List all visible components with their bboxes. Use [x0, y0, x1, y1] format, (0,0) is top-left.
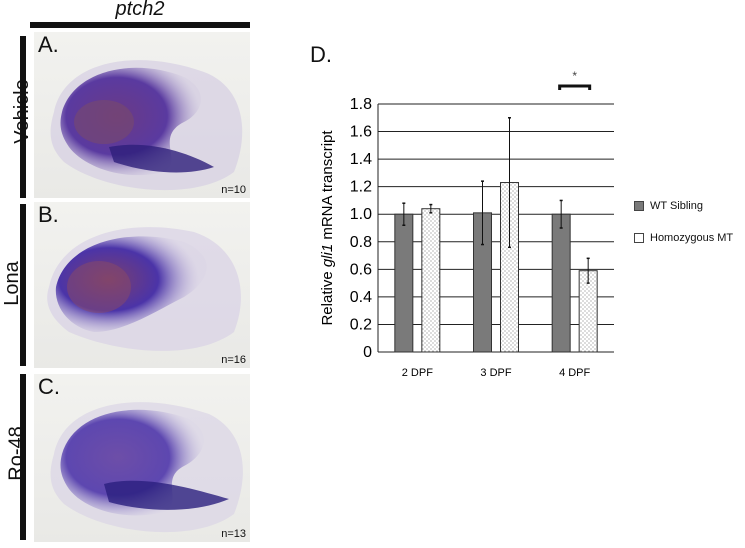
y-tick-label: 0.6: [350, 261, 372, 278]
panel-a-side-label: Vehicle: [10, 79, 33, 144]
embryo-c-illustration: [50, 402, 243, 533]
panel-c-n: n=13: [221, 528, 246, 540]
legend-item-mt: Homozygous MT: [634, 232, 744, 244]
y-tick-label: 0.4: [350, 289, 372, 306]
y-tick-label: 0.8: [350, 234, 372, 251]
panel-b-side-label: Lona: [0, 261, 23, 306]
panel-c-image: C. n=13: [34, 374, 250, 542]
significance-bracket: [558, 84, 592, 90]
y-axis-label: Relative gli1 mRNA transcript: [319, 130, 336, 326]
legend-item-wt: WT Sibling: [634, 200, 744, 212]
y-tick-label: 1.8: [350, 96, 372, 113]
legend-label-wt: WT Sibling: [650, 200, 703, 212]
gli1-bar-chart: 0 0.2 0.4 0.6 0.8 1.0 1.2 1.4 1.6 1.8 Relative gli…: [319, 69, 614, 379]
panel-a-letter: A.: [38, 32, 59, 57]
panel-a-n: n=10: [221, 184, 246, 196]
y-tick-label: 0: [363, 344, 372, 361]
title-bar: [30, 22, 250, 28]
x-tick-label: 4 DPF: [559, 367, 590, 379]
legend-label-mt: Homozygous MT: [650, 232, 734, 244]
panel-d: D. 0 0.2 0.4 0.6 0.8 1.0 1.2 1.4 1.6 1.8 Relative …: [300, 30, 745, 543]
bar-wt: [394, 213, 414, 353]
y-tick-label: 1.4: [350, 151, 372, 168]
panel-a-image: A. n=10: [34, 32, 250, 198]
panel-c-bar: [20, 374, 26, 540]
gene-title: ptch2: [115, 0, 165, 20]
significance-star: *: [572, 69, 577, 83]
embryo-b-illustration: [47, 227, 241, 351]
panel-b-n: n=16: [221, 354, 246, 366]
panel-b-image: B. n=16: [34, 202, 250, 368]
panel-b-bar: [20, 204, 26, 366]
bar-mt: [421, 208, 441, 353]
panel-c-side-label: Ro-48: [5, 426, 28, 481]
panel-c-letter: C.: [38, 374, 60, 399]
x-tick-label: 2 DPF: [402, 367, 433, 379]
bar-wt: [551, 213, 571, 353]
x-tick-label: 3 DPF: [480, 367, 511, 379]
y-tick-label: 1.6: [350, 124, 372, 141]
panel-b-letter: B.: [38, 202, 59, 227]
panel-d-letter: D.: [310, 42, 332, 67]
embryo-a-illustration: [50, 60, 243, 191]
legend-swatch-wt: [634, 201, 644, 211]
legend-swatch-mt: [634, 233, 644, 243]
y-tick-label: 1.0: [350, 206, 372, 223]
panel-a-bar: [20, 36, 26, 198]
chart-legend: WT Sibling Homozygous MT: [634, 200, 744, 264]
y-tick-label: 1.2: [350, 179, 372, 196]
y-tick-label: 0.2: [350, 316, 372, 333]
